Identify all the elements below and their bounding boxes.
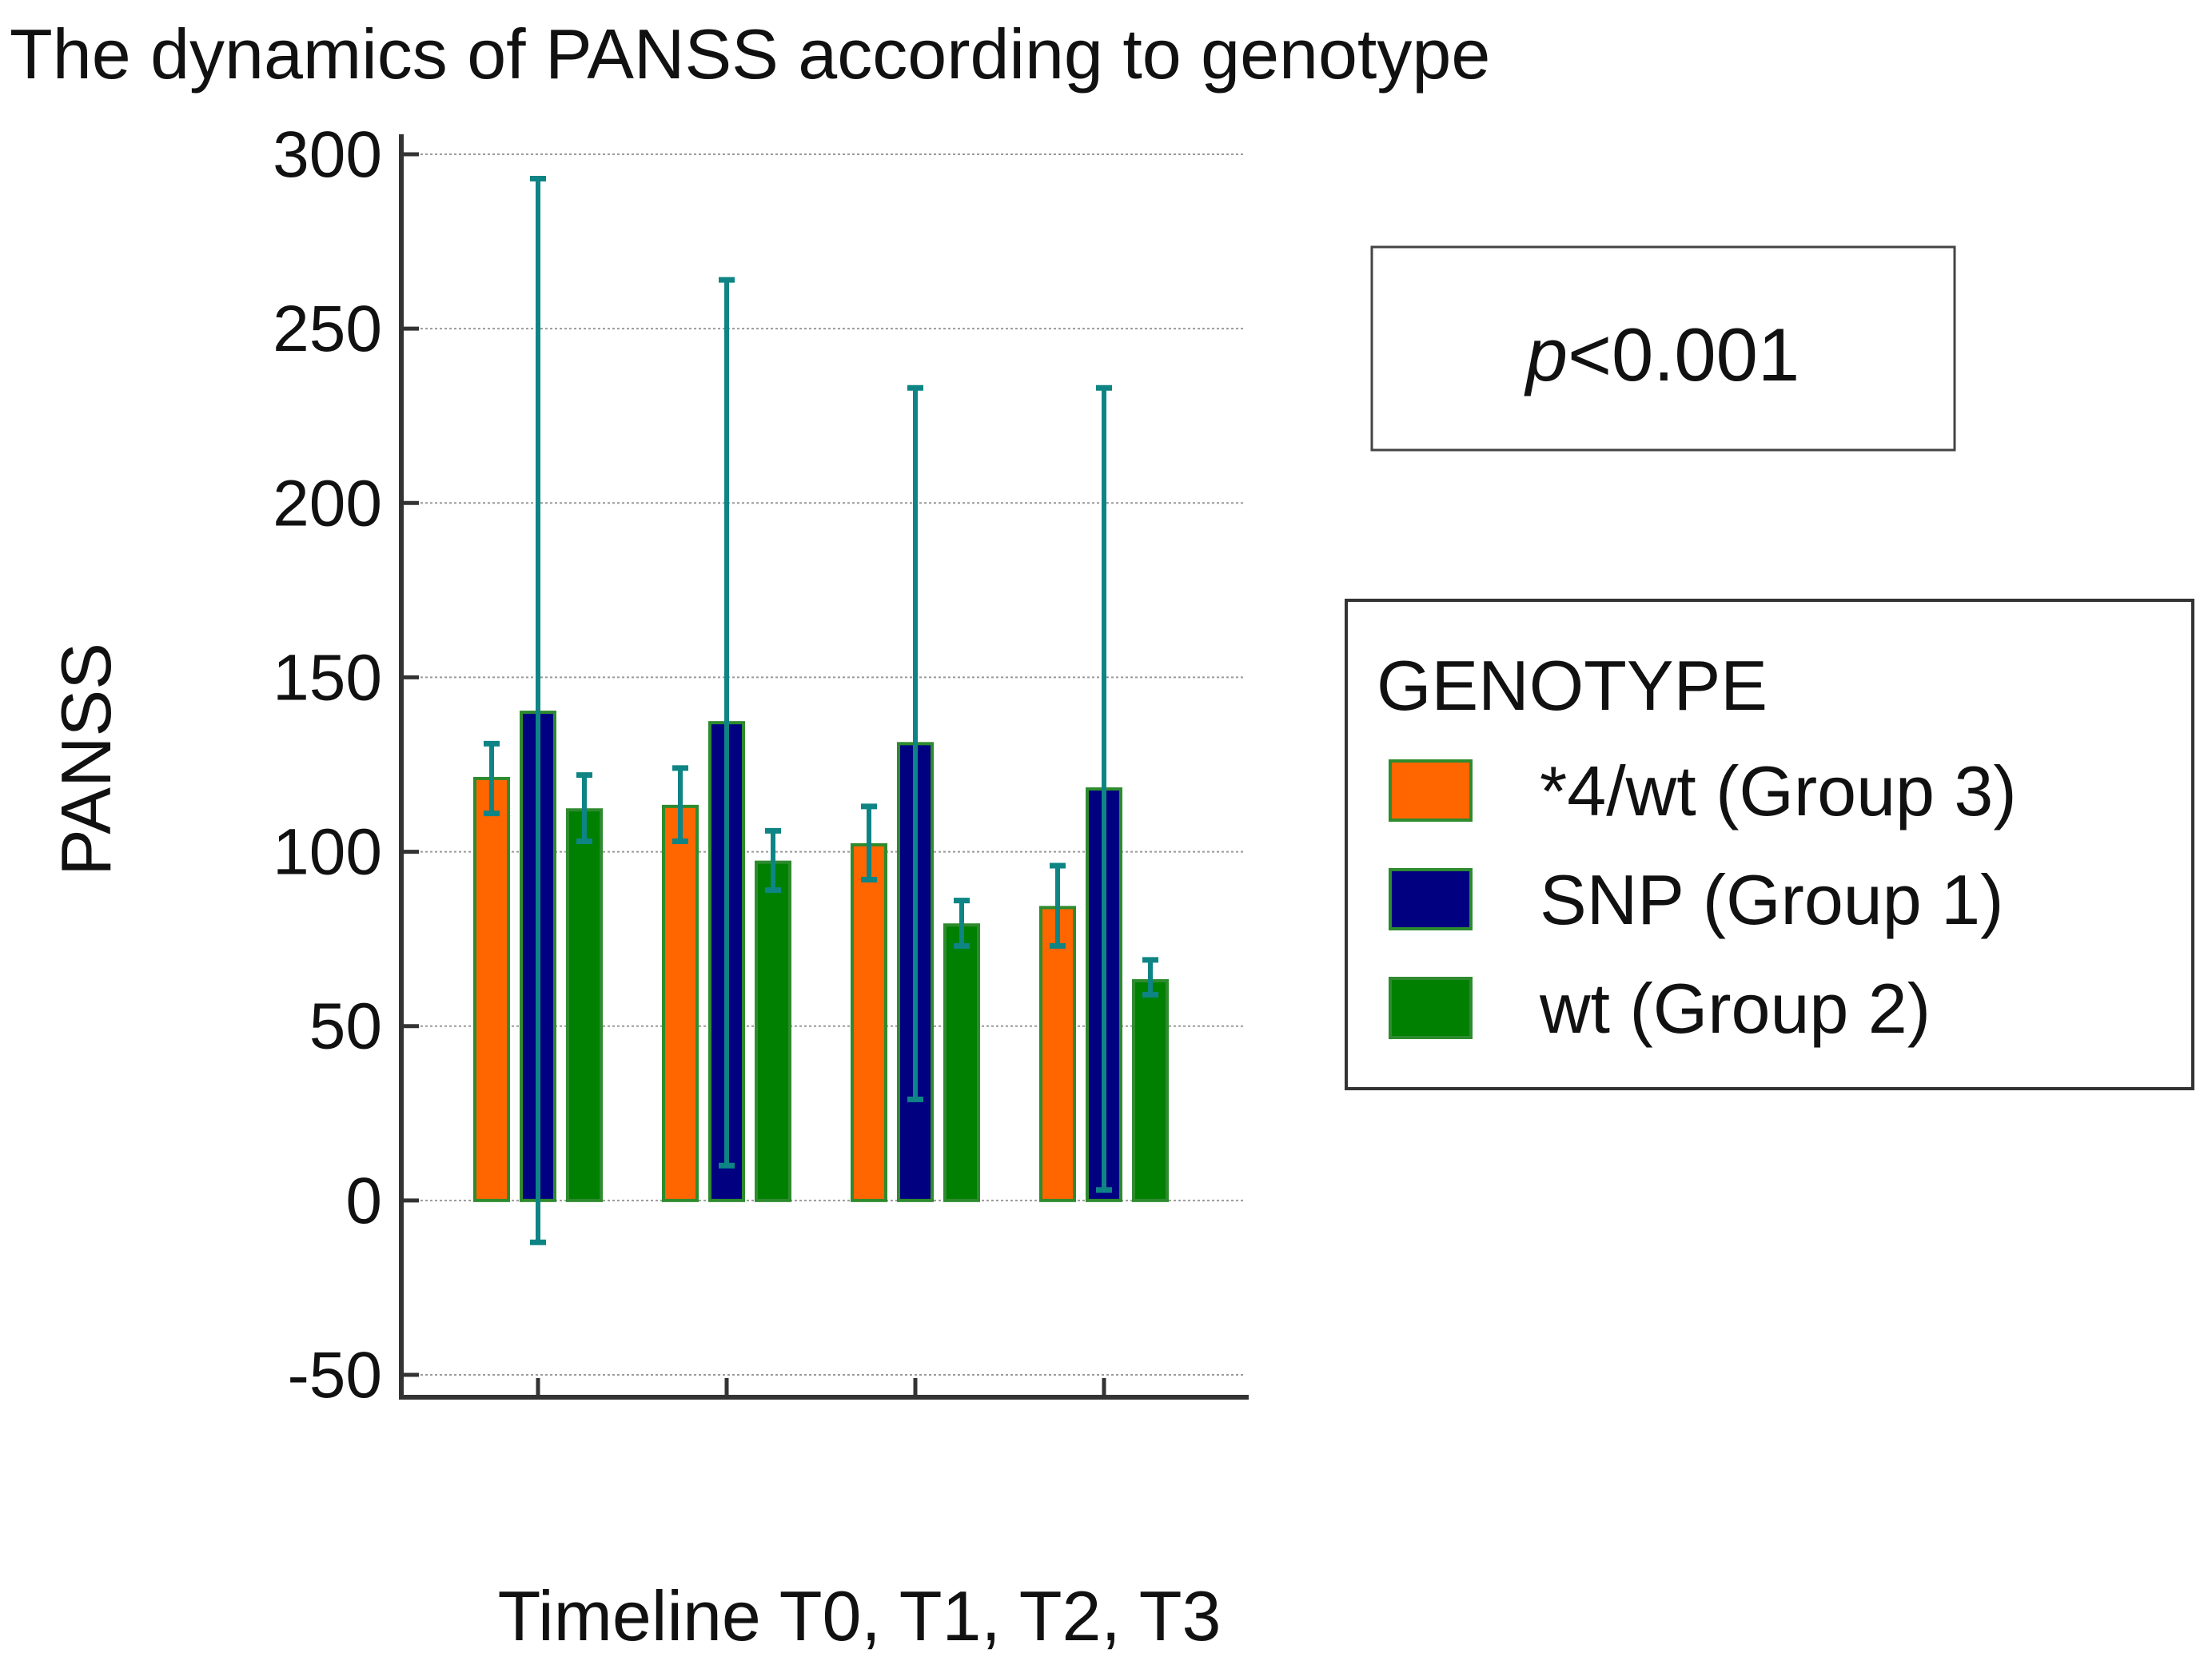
y-tick-label: 50 (309, 990, 382, 1063)
p-value-box: p<0.001 (1370, 245, 1956, 452)
legend-frame (1345, 599, 2194, 1090)
legend-item: *4/wt (Group 3) (1389, 751, 2017, 830)
legend-swatch (1389, 977, 1473, 1039)
bar-1-t3 (1039, 906, 1076, 1202)
p-value-italic: p (1524, 313, 1568, 396)
bar-1-t2 (851, 842, 887, 1202)
error-bar (765, 827, 781, 894)
bar-3-t2 (943, 923, 980, 1202)
error-bar (954, 898, 970, 949)
error-bar (1096, 384, 1112, 1193)
y-tick-label: 0 (345, 1165, 382, 1237)
legend-swatch (1389, 868, 1473, 930)
legend-label: SNP (Group 1) (1540, 860, 2003, 939)
error-bars (484, 176, 1158, 1245)
error-bar (861, 803, 877, 882)
y-tick-label: 100 (273, 816, 382, 889)
error-bar (907, 384, 923, 1102)
legend-swatch (1389, 759, 1473, 822)
y-tick-label: 250 (273, 293, 382, 365)
error-bar (530, 176, 546, 1245)
legend-item: wt (Group 2) (1389, 969, 1931, 1048)
legend-item: SNP (Group 1) (1389, 860, 2003, 939)
p-value-frame (1370, 245, 1956, 452)
x-axis-label: Timeline T0, T1, T2, T3 (498, 1576, 1222, 1655)
bars (473, 711, 1169, 1202)
bar-1-t1 (662, 804, 699, 1202)
axes (399, 134, 1249, 1400)
bar-3-t0 (566, 808, 603, 1202)
legend-items: *4/wt (Group 3) SNP (Group 1) wt (Group 2) (1389, 751, 2017, 1048)
y-tick-labels: -50 0 50 100 150 200 250 300 (273, 118, 382, 1412)
y-tick-label: -50 (287, 1339, 382, 1412)
legend: GENOTYPE *4/wt (Group 3) SNP (Group 1) wt … (1345, 599, 2194, 1090)
error-bar (1142, 957, 1158, 998)
bar-3-t1 (755, 860, 791, 1202)
p-value-threshold: <0.001 (1568, 313, 1799, 396)
bar-1-t0 (473, 776, 510, 1202)
error-bar (719, 277, 735, 1169)
y-tick-label: 150 (273, 641, 382, 714)
error-bar (1050, 862, 1066, 949)
legend-title: GENOTYPE (1377, 646, 1768, 725)
legend-label: *4/wt (Group 3) (1540, 751, 2017, 830)
error-bar (484, 740, 500, 817)
y-axis-label: PANSS (46, 643, 126, 876)
chart-title: The dynamics of PANSS according to genot… (10, 14, 1490, 94)
legend-label: wt (Group 2) (1539, 969, 1931, 1048)
y-tick-label: 200 (273, 467, 382, 540)
y-tick-label: 300 (273, 118, 382, 191)
error-bar (576, 772, 592, 844)
bar-3-t3 (1132, 978, 1169, 1202)
error-bar (672, 765, 688, 844)
p-value-text: p<0.001 (1524, 313, 1799, 396)
